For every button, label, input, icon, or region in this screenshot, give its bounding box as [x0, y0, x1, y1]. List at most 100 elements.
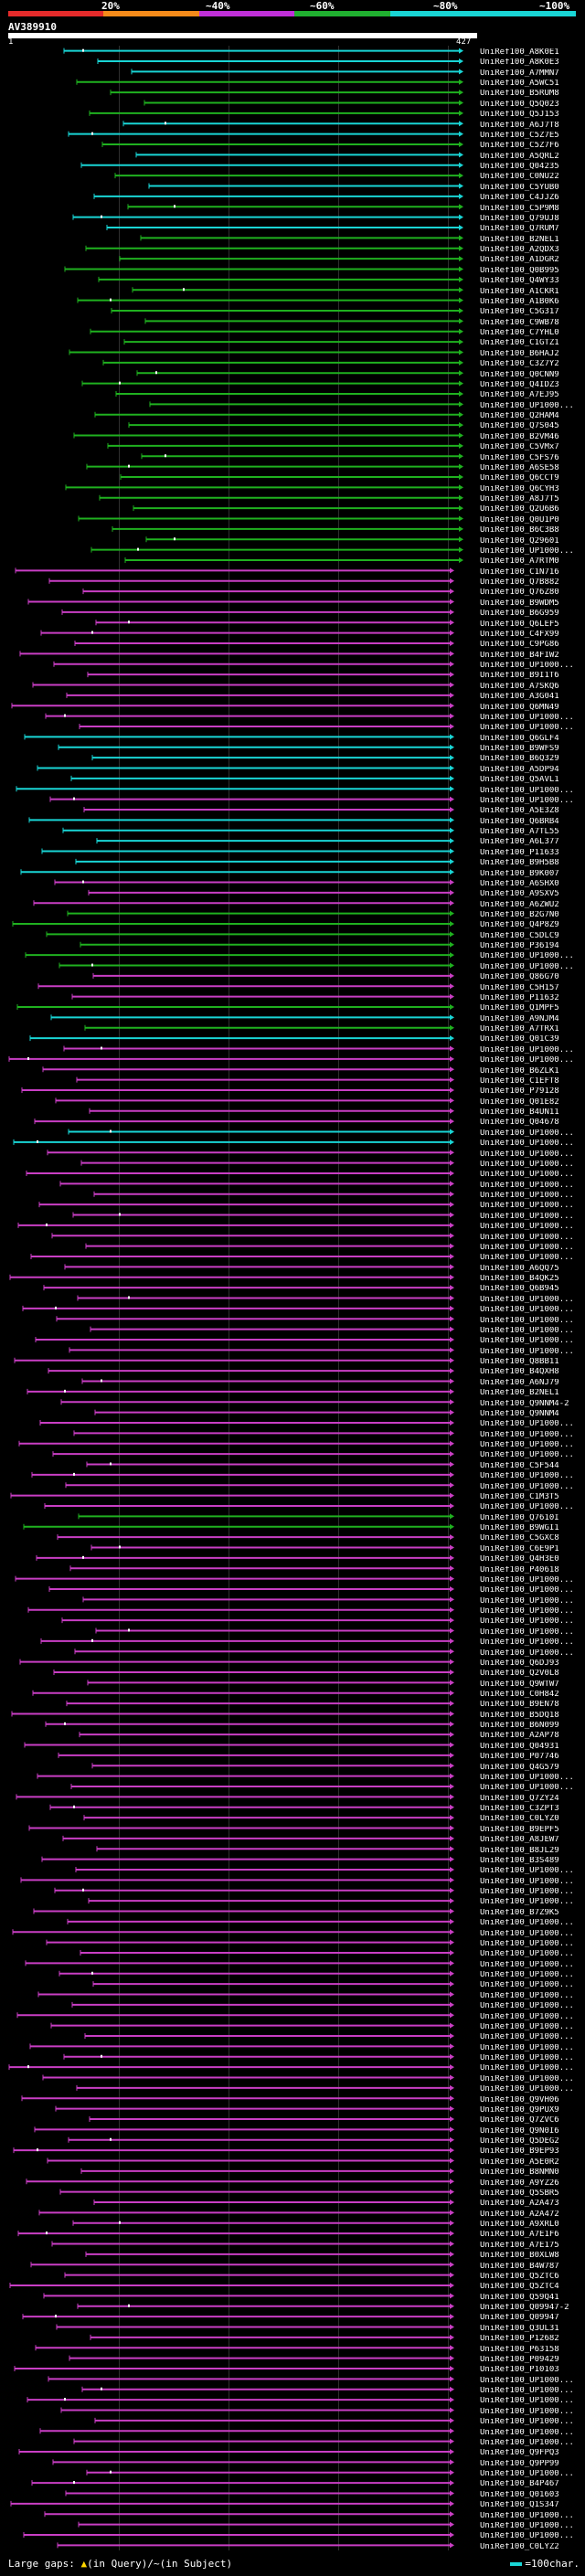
hit-label[interactable]: UniRef100_P10103: [480, 2366, 559, 2375]
hit-label[interactable]: UniRef100_UP1000...: [480, 1867, 574, 1876]
hit-label[interactable]: UniRef100_UP1000...: [480, 546, 574, 556]
hit-label[interactable]: UniRef100_Q01603: [480, 2490, 559, 2499]
hit-label[interactable]: UniRef100_A8J7T5: [480, 495, 559, 504]
hit-label[interactable]: UniRef100_B6N099: [480, 1722, 559, 1731]
hit-label[interactable]: UniRef100_Q4P8Z9: [480, 921, 559, 930]
hit-label[interactable]: UniRef100_UP1000...: [480, 1638, 574, 1648]
hit-label[interactable]: UniRef100_UP1000...: [480, 2511, 574, 2520]
hit-label[interactable]: UniRef100_P40618: [480, 1565, 559, 1574]
hit-label[interactable]: UniRef100_P07746: [480, 1753, 559, 1762]
hit-label[interactable]: UniRef100_C0LYZ0: [480, 1815, 559, 1824]
hit-label[interactable]: UniRef100_C0H842: [480, 1691, 559, 1699]
hit-label[interactable]: UniRef100_Q8BB11: [480, 1358, 559, 1367]
hit-label[interactable]: UniRef100_B0XLW8: [480, 2252, 559, 2261]
hit-label[interactable]: UniRef100_Q1MPF5: [480, 1004, 559, 1013]
hit-label[interactable]: UniRef100_A6J7T8: [480, 121, 559, 130]
hit-label[interactable]: UniRef100_Q5Q023: [480, 100, 559, 109]
hit-label[interactable]: UniRef100_UP1000...: [480, 1202, 574, 1211]
hit-label[interactable]: UniRef100_C5YUB0: [480, 183, 559, 192]
hit-label[interactable]: UniRef100_Q4IDZ3: [480, 380, 559, 389]
hit-label[interactable]: UniRef100_Q3UL31: [480, 2324, 559, 2333]
hit-label[interactable]: UniRef100_B2G7N0: [480, 910, 559, 919]
hit-label[interactable]: UniRef100_UP1000...: [480, 1784, 574, 1793]
hit-label[interactable]: UniRef100_UP1000...: [480, 1648, 574, 1658]
hit-label[interactable]: UniRef100_Q9N0I6: [480, 2126, 559, 2136]
hit-label[interactable]: UniRef100_Q6GLF4: [480, 734, 559, 743]
hit-label[interactable]: UniRef100_UP1000...: [480, 2054, 574, 2063]
hit-label[interactable]: UniRef100_C5DLC9: [480, 931, 559, 940]
hit-label[interactable]: UniRef100_UP1000...: [480, 1575, 574, 1585]
hit-label[interactable]: UniRef100_Q9NNM4: [480, 1409, 559, 1418]
hit-label[interactable]: UniRef100_UP1000...: [480, 1233, 574, 1242]
hit-label[interactable]: UniRef100_A7SKQ6: [480, 682, 559, 691]
hit-label[interactable]: UniRef100_UP1000...: [480, 786, 574, 795]
hit-label[interactable]: UniRef100_C3Z7Y2: [480, 360, 559, 369]
hit-label[interactable]: UniRef100_C0NU22: [480, 173, 559, 182]
hit-label[interactable]: UniRef100_Q5DEG2: [480, 2137, 559, 2147]
hit-label[interactable]: UniRef100_Q04931: [480, 1742, 559, 1751]
hit-label[interactable]: UniRef100_UP1000...: [480, 2397, 574, 2406]
hit-label[interactable]: UniRef100_Q76Z80: [480, 588, 559, 598]
hit-label[interactable]: UniRef100_A6SE58: [480, 463, 559, 472]
hit-label[interactable]: UniRef100_UP1000...: [480, 1503, 574, 1512]
hit-label[interactable]: UniRef100_UP1000...: [480, 796, 574, 805]
hit-label[interactable]: UniRef100_Q29601: [480, 536, 559, 546]
hit-label[interactable]: UniRef100_UP1000...: [480, 1482, 574, 1491]
hit-label[interactable]: UniRef100_B2NEL1: [480, 1389, 559, 1398]
hit-label[interactable]: UniRef100_Q2V0L8: [480, 1670, 559, 1679]
hit-label[interactable]: UniRef100_UP1000...: [480, 1160, 574, 1169]
hit-label[interactable]: UniRef100_C7YHL0: [480, 329, 559, 338]
hit-label[interactable]: UniRef100_C1EFT8: [480, 1076, 559, 1086]
hit-label[interactable]: UniRef100_Q9VH06: [480, 2095, 559, 2104]
hit-label[interactable]: UniRef100_Q9PUX9: [480, 2105, 559, 2115]
hit-label[interactable]: UniRef100_A6NJ79: [480, 1378, 559, 1387]
hit-label[interactable]: UniRef100_UP1000...: [480, 2428, 574, 2437]
hit-label[interactable]: UniRef100_Q5SBR5: [480, 2189, 559, 2198]
hit-label[interactable]: UniRef100_B9WGI1: [480, 1524, 559, 1533]
hit-label[interactable]: UniRef100_B9EP93: [480, 2147, 559, 2157]
hit-label[interactable]: UniRef100_Q79UJ8: [480, 214, 559, 223]
hit-label[interactable]: UniRef100_UP1000...: [480, 1347, 574, 1356]
hit-label[interactable]: UniRef100_UP1000...: [480, 724, 574, 733]
hit-label[interactable]: UniRef100_Q7ZY24: [480, 1794, 559, 1803]
hit-label[interactable]: UniRef100_Q6CYH3: [480, 484, 559, 493]
hit-label[interactable]: UniRef100_B2NEL1: [480, 235, 559, 244]
hit-label[interactable]: UniRef100_C5Z7E5: [480, 131, 559, 140]
hit-label[interactable]: UniRef100_P36194: [480, 942, 559, 951]
hit-label[interactable]: UniRef100_Q09947-2: [480, 2304, 569, 2313]
hit-label[interactable]: UniRef100_Q0B995: [480, 266, 559, 275]
hit-label[interactable]: UniRef100_C5P9M8: [480, 204, 559, 213]
hit-label[interactable]: UniRef100_UP1000...: [480, 2376, 574, 2385]
hit-label[interactable]: UniRef100_UP1000...: [480, 2438, 574, 2447]
hit-label[interactable]: UniRef100_A7TRX1: [480, 1025, 559, 1034]
hit-label[interactable]: UniRef100_UP1000...: [480, 713, 574, 722]
hit-label[interactable]: UniRef100_A7E1F6: [480, 2231, 559, 2240]
hit-label[interactable]: UniRef100_A6QQ75: [480, 1264, 559, 1273]
hit-label[interactable]: UniRef100_P11633: [480, 848, 559, 857]
hit-label[interactable]: UniRef100_B4P467: [480, 2480, 559, 2489]
hit-label[interactable]: UniRef100_A5QRL2: [480, 152, 559, 161]
hit-label[interactable]: UniRef100_A6ZWU2: [480, 900, 559, 909]
hit-label[interactable]: UniRef100_Q4H3E0: [480, 1555, 559, 1564]
hit-label[interactable]: UniRef100_Q09947: [480, 2314, 559, 2323]
hit-label[interactable]: UniRef100_Q7RUM7: [480, 225, 559, 234]
hit-label[interactable]: UniRef100_A5WC51: [480, 80, 559, 89]
hit-label[interactable]: UniRef100_UP1000...: [480, 1212, 574, 1221]
hit-label[interactable]: UniRef100_B8NMN0: [480, 2168, 559, 2178]
hit-label[interactable]: UniRef100_Q6LEF5: [480, 620, 559, 629]
hit-label[interactable]: UniRef100_UP1000...: [480, 1472, 574, 1481]
hit-label[interactable]: UniRef100_C5H157: [480, 983, 559, 992]
hit-label[interactable]: UniRef100_Q4WY33: [480, 277, 559, 286]
hit-label[interactable]: UniRef100_Q5J153: [480, 111, 559, 120]
hit-label[interactable]: UniRef100_C4JJZ6: [480, 194, 559, 203]
hit-label[interactable]: UniRef100_B9EN78: [480, 1701, 559, 1710]
hit-label[interactable]: UniRef100_UP1000...: [480, 1223, 574, 1232]
hit-label[interactable]: UniRef100_A2QDX3: [480, 246, 559, 255]
hit-label[interactable]: UniRef100_B6C3B8: [480, 526, 559, 535]
hit-label[interactable]: UniRef100_Q01C39: [480, 1035, 559, 1044]
hit-label[interactable]: UniRef100_Q7ZVC6: [480, 2116, 559, 2125]
hit-label[interactable]: UniRef100_UP1000...: [480, 662, 574, 671]
hit-label[interactable]: UniRef100_UP1000...: [480, 2043, 574, 2052]
hit-label[interactable]: UniRef100_B4W787: [480, 2262, 559, 2271]
hit-label[interactable]: UniRef100_Q0U1P0: [480, 515, 559, 525]
